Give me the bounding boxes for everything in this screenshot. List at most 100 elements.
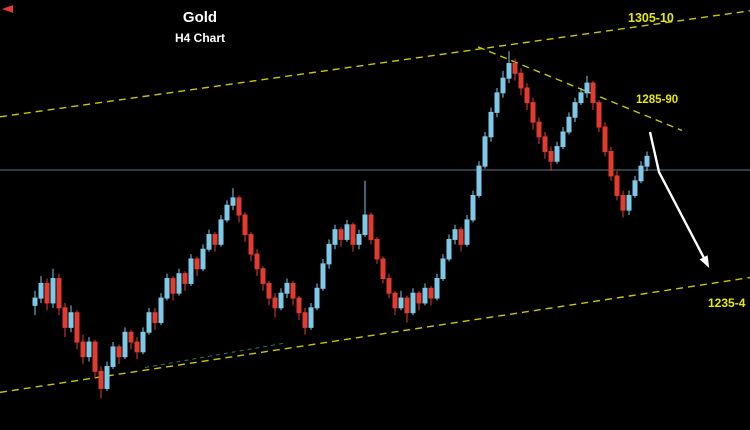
bull-candle xyxy=(308,307,314,328)
bear-candle xyxy=(266,282,272,299)
bear-candle xyxy=(392,292,398,309)
bear-candle xyxy=(152,312,158,323)
bear-candle xyxy=(536,121,542,138)
bull-candle xyxy=(560,131,566,148)
minor-support-line xyxy=(144,342,286,368)
bear-candle xyxy=(92,341,98,372)
bull-candle xyxy=(482,136,488,167)
bull-candle xyxy=(314,287,320,309)
bull-candle xyxy=(86,341,92,358)
bull-candle xyxy=(464,219,470,245)
bull-candle xyxy=(140,331,146,353)
bear-candle xyxy=(596,102,602,128)
bull-candle xyxy=(470,194,476,221)
bear-candle xyxy=(194,258,200,270)
bull-candle xyxy=(278,292,284,309)
bull-candle xyxy=(494,92,500,113)
bear-candle xyxy=(182,273,188,284)
bull-candle xyxy=(206,234,212,250)
bull-candle xyxy=(554,146,560,162)
bull-candle xyxy=(410,292,416,314)
bear-candle xyxy=(44,282,50,304)
bull-candle xyxy=(398,297,404,309)
bear-candle xyxy=(212,234,218,245)
bear-candle xyxy=(62,307,68,328)
upper-channel-line xyxy=(0,10,750,118)
bull-candle xyxy=(32,297,38,306)
bear-candle xyxy=(374,238,380,260)
bull-candle xyxy=(320,263,326,289)
bull-candle xyxy=(572,102,578,118)
chart-title-symbol: Gold xyxy=(182,9,218,26)
bear-candle xyxy=(170,278,176,294)
bull-candle xyxy=(506,63,512,79)
bull-candle xyxy=(446,238,452,260)
descending-resistance-line xyxy=(477,46,683,132)
bull-candle xyxy=(230,197,236,206)
bear-candle xyxy=(98,370,104,389)
bear-candle xyxy=(404,297,410,314)
bear-candle xyxy=(614,175,620,196)
bear-candle xyxy=(512,63,518,74)
bear-candle xyxy=(236,197,242,216)
support-zone-label-1235-40: 1235-4 xyxy=(708,296,746,310)
bear-candle xyxy=(416,292,422,304)
bear-candle xyxy=(242,214,248,236)
bull-candle xyxy=(158,297,164,323)
bear-candle xyxy=(128,331,134,343)
bear-candle xyxy=(368,214,374,240)
bull-candle xyxy=(422,287,428,304)
bull-candle xyxy=(38,282,44,299)
bull-candle xyxy=(176,273,182,294)
bull-candle xyxy=(218,219,224,245)
bear-candle xyxy=(74,312,80,343)
bear-candle xyxy=(602,126,608,152)
bull-candle xyxy=(344,224,350,240)
bear-candle xyxy=(524,87,530,104)
bull-candle xyxy=(434,278,440,299)
projection-arrow-shaft xyxy=(648,131,707,261)
bear-candle xyxy=(590,82,596,104)
bull-candle xyxy=(452,229,458,240)
bull-candle xyxy=(362,214,368,236)
bear-candle xyxy=(350,224,356,245)
bull-candle xyxy=(476,165,482,196)
bull-candle xyxy=(50,278,56,304)
lower-channel-line xyxy=(0,276,750,394)
bear-candle xyxy=(116,346,122,358)
bull-candle xyxy=(632,180,638,196)
corner-marker-icon xyxy=(2,5,13,13)
bear-candle xyxy=(458,229,464,245)
bull-candle xyxy=(68,312,74,328)
bull-candle xyxy=(440,258,446,280)
bear-candle xyxy=(248,234,254,255)
bull-candle xyxy=(110,346,116,367)
bull-candle xyxy=(356,234,362,245)
bull-candle xyxy=(326,243,332,265)
bull-candle xyxy=(584,82,590,94)
bull-candle xyxy=(500,77,506,94)
bear-candle xyxy=(290,282,296,299)
bear-candle xyxy=(302,312,308,328)
bear-candle xyxy=(548,150,554,162)
bull-candle xyxy=(638,165,644,182)
bear-candle xyxy=(338,229,344,240)
bear-candle xyxy=(428,287,434,299)
bear-candle xyxy=(80,341,86,358)
bear-candle xyxy=(56,278,62,309)
bull-candle xyxy=(104,365,110,389)
bull-candle xyxy=(146,312,152,333)
chart-title-timeframe: H4 Chart xyxy=(174,31,225,45)
bull-candle xyxy=(644,155,650,167)
bull-candle xyxy=(488,111,494,138)
resistance-zone-label-1305-10: 1305-10 xyxy=(628,11,674,25)
bull-candle xyxy=(626,194,632,211)
bear-candle xyxy=(542,136,548,152)
bear-candle xyxy=(608,150,614,177)
bear-candle xyxy=(260,268,266,284)
bear-candle xyxy=(380,258,386,280)
bull-candle xyxy=(188,258,194,284)
bull-candle xyxy=(200,248,206,270)
